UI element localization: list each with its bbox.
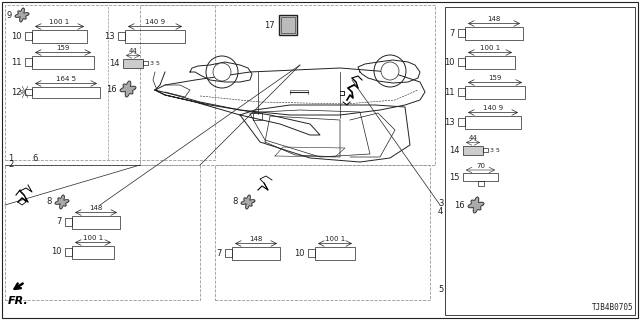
Text: 16: 16 (454, 201, 465, 210)
Text: 159: 159 (488, 75, 502, 81)
Bar (118, 32, 125, 40)
Text: 10: 10 (445, 58, 455, 67)
Bar (232, 246, 280, 260)
Circle shape (381, 62, 399, 80)
Text: 8: 8 (232, 197, 238, 206)
Text: FR.: FR. (8, 296, 29, 306)
Text: 15: 15 (449, 172, 460, 181)
Text: 140 9: 140 9 (483, 105, 503, 111)
Bar (72, 215, 120, 228)
Text: 7: 7 (56, 218, 62, 227)
Bar (315, 246, 355, 260)
Bar (465, 116, 521, 129)
Bar (5, 5, 215, 160)
Bar (25, 89, 32, 95)
Text: 44: 44 (468, 135, 477, 141)
Text: 9: 9 (7, 11, 12, 20)
Text: 148: 148 (250, 236, 262, 242)
Bar (308, 249, 315, 257)
Bar (65, 248, 72, 256)
Bar (65, 218, 72, 226)
Bar (25, 58, 32, 66)
Text: 7: 7 (216, 249, 222, 258)
Bar (143, 61, 148, 65)
Text: 100 1: 100 1 (480, 45, 500, 51)
Polygon shape (15, 8, 29, 22)
Bar (465, 55, 515, 68)
Text: 6: 6 (32, 154, 37, 163)
Text: 9: 9 (20, 90, 24, 94)
Bar (32, 86, 100, 98)
Bar (463, 146, 483, 155)
Text: 13: 13 (104, 31, 115, 41)
Text: 3 5: 3 5 (150, 60, 160, 66)
Bar (281, 17, 295, 33)
Text: 12: 12 (12, 87, 22, 97)
Text: 100 1: 100 1 (49, 19, 70, 25)
Bar (463, 173, 498, 181)
Bar (140, 5, 435, 165)
Text: 11: 11 (445, 87, 455, 97)
Bar (225, 249, 232, 257)
Bar (123, 59, 143, 68)
Text: 14: 14 (449, 146, 460, 155)
Text: 14: 14 (109, 59, 120, 68)
Text: 10: 10 (12, 31, 22, 41)
Text: 140 9: 140 9 (145, 19, 165, 25)
Bar (458, 29, 465, 37)
Bar (32, 29, 87, 43)
Text: 5: 5 (438, 285, 444, 294)
Bar (279, 15, 297, 35)
Bar (72, 245, 114, 259)
Bar (125, 29, 185, 43)
Text: 164 5: 164 5 (56, 76, 76, 82)
Bar (215, 165, 430, 300)
Text: 8: 8 (47, 197, 52, 206)
Polygon shape (468, 197, 484, 213)
Bar (32, 55, 94, 68)
Polygon shape (120, 81, 136, 97)
Bar (25, 32, 32, 40)
Text: 159: 159 (56, 45, 70, 51)
Text: 10: 10 (51, 247, 62, 257)
Bar (5, 165, 200, 300)
Circle shape (213, 63, 231, 81)
Text: 44: 44 (129, 48, 138, 54)
Bar (458, 58, 465, 66)
Text: 100 1: 100 1 (83, 235, 103, 241)
Text: 10: 10 (294, 249, 305, 258)
Polygon shape (241, 195, 255, 209)
Bar (458, 118, 465, 126)
Bar (477, 181, 483, 186)
Text: 70: 70 (476, 163, 485, 169)
Text: 148: 148 (487, 16, 500, 22)
Bar (445, 7, 635, 315)
Text: TJB4B0705: TJB4B0705 (591, 303, 633, 312)
Text: 148: 148 (90, 205, 102, 211)
Bar (458, 88, 465, 96)
Text: 2: 2 (8, 159, 13, 169)
Bar (483, 148, 488, 152)
Text: 3 5: 3 5 (490, 148, 500, 153)
Text: 100 1: 100 1 (325, 236, 345, 242)
Text: 1: 1 (8, 154, 13, 163)
Text: 17: 17 (264, 20, 275, 29)
Text: 3: 3 (438, 198, 444, 207)
Text: 7: 7 (450, 28, 455, 37)
Bar (465, 85, 525, 99)
Text: 16: 16 (106, 84, 117, 93)
Text: 13: 13 (444, 117, 455, 126)
Text: 11: 11 (12, 58, 22, 67)
Bar (465, 27, 523, 39)
Polygon shape (55, 195, 69, 209)
Text: 4: 4 (438, 206, 444, 215)
